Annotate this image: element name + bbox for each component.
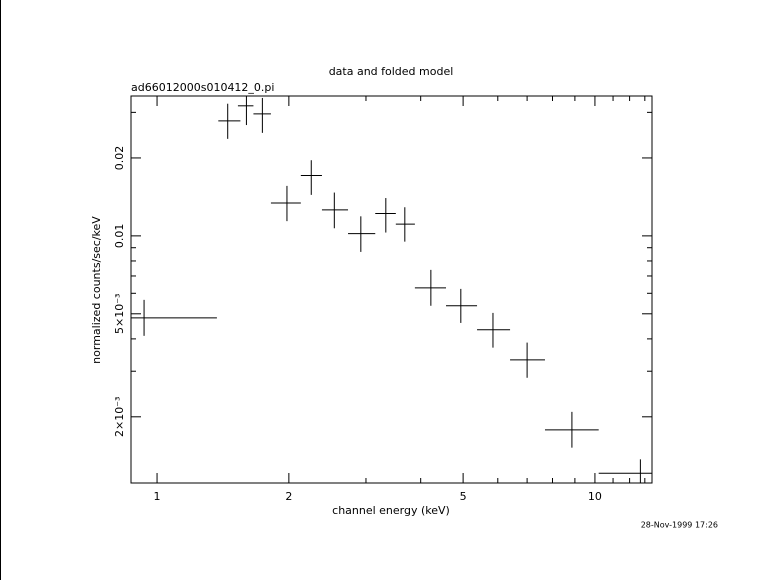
x-tick-label: 1: [154, 490, 161, 503]
x-tick-label: 2: [285, 490, 292, 503]
timestamp: 28-Nov-1999 17:26: [641, 521, 718, 530]
y-tick-label: 2×10⁻³: [113, 397, 126, 437]
chart-subtitle: ad66012000s010412_0.pi: [131, 81, 274, 94]
y-axis-label: normalized counts/sec/keV: [90, 216, 103, 364]
y-tick-label: 0.02: [113, 146, 126, 171]
x-axis-label: channel energy (keV): [332, 504, 450, 517]
y-tick-label: 0.01: [113, 224, 126, 249]
plot-frame: [130, 95, 653, 484]
y-tick-label: 5×10⁻³: [113, 294, 126, 334]
x-tick-label: 5: [460, 490, 467, 503]
x-tick-label: 10: [588, 490, 602, 503]
chart-title: data and folded model: [329, 65, 454, 78]
